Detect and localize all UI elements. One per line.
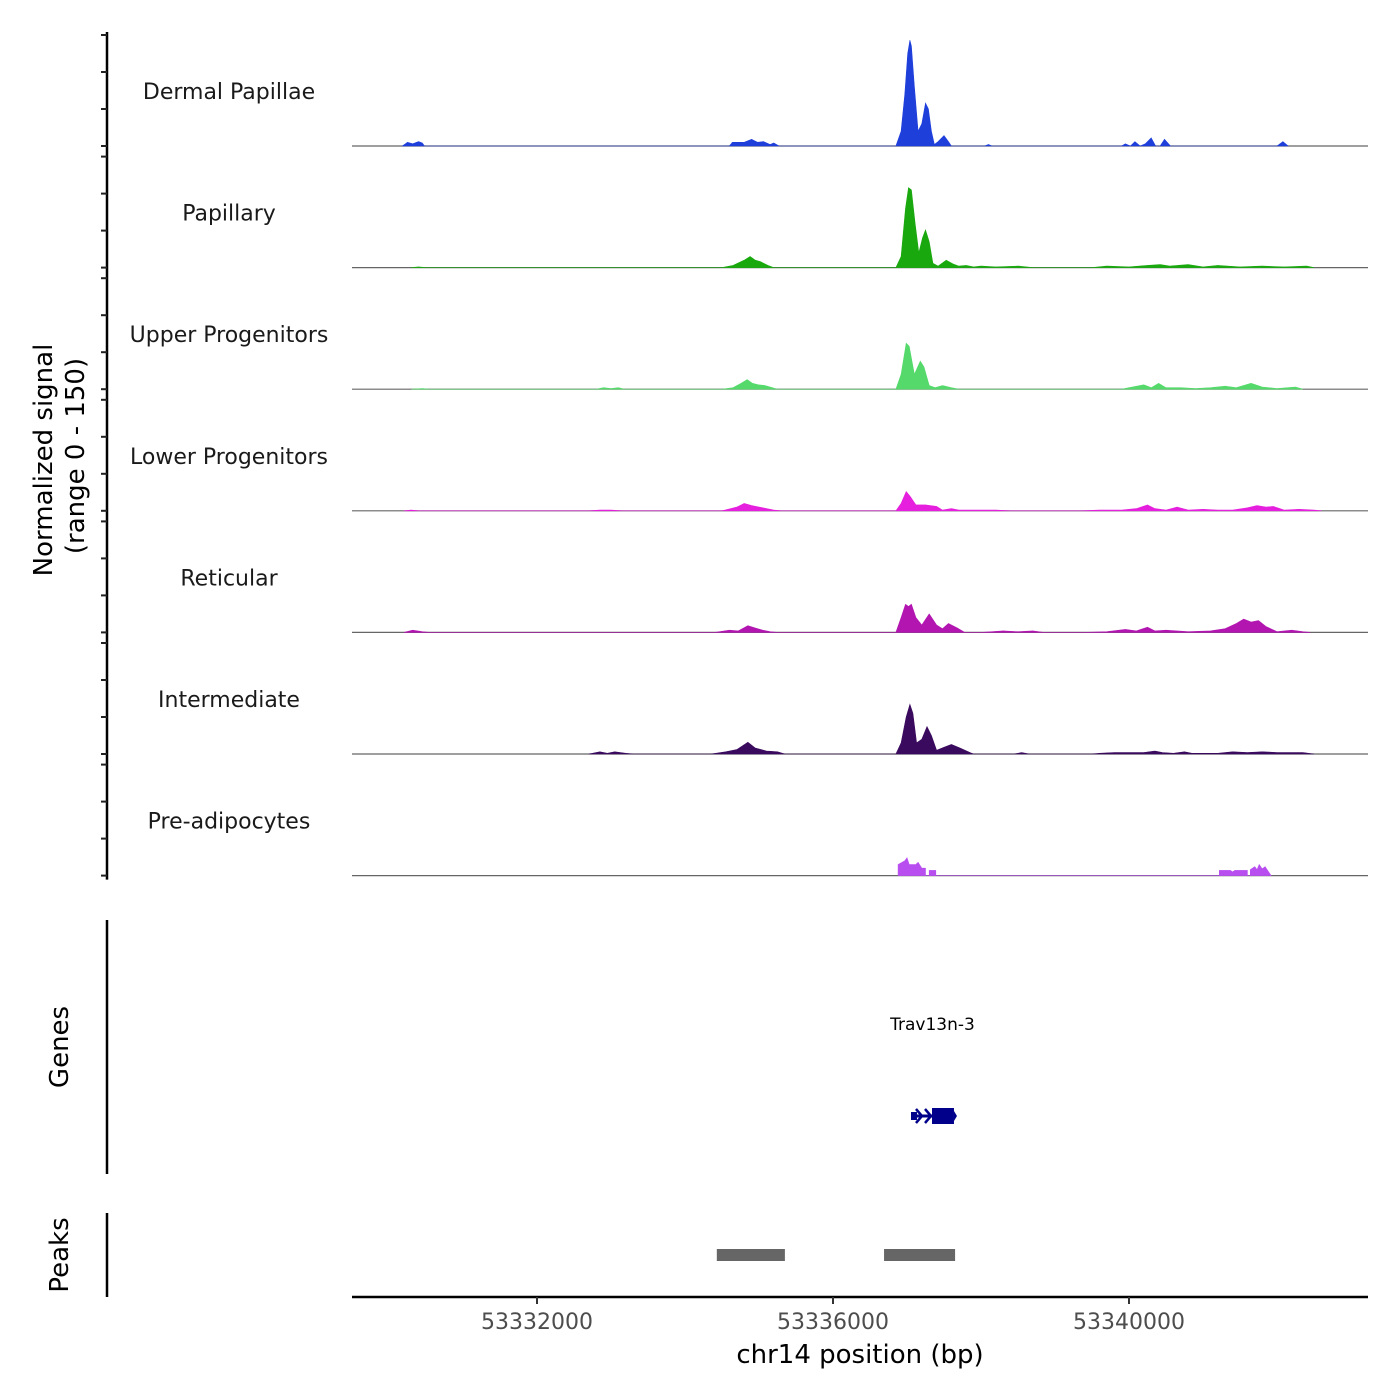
signal-area (403, 491, 1322, 512)
x-tick-label: 53336000 (777, 1310, 889, 1335)
track-label: Dermal Papillae (143, 80, 315, 105)
genes-track: Trav13n-3 (889, 1015, 975, 1124)
track-lower-progenitors: Lower Progenitors (130, 445, 1368, 512)
track-reticular: Reticular (180, 566, 1368, 634)
x-axis-ticks: 53332000 53336000 53340000 (481, 1297, 1185, 1335)
track-intermediate: Intermediate (158, 688, 1368, 755)
gene-label: Trav13n-3 (889, 1015, 975, 1035)
gene-exon (910, 1112, 917, 1120)
track-label: Intermediate (158, 688, 300, 713)
coverage-y-axis (101, 32, 109, 880)
x-tick-label: 53332000 (481, 1310, 593, 1335)
strand-arrow-icon (924, 1108, 933, 1124)
track-dermal-papillae: Dermal Papillae (143, 40, 1368, 147)
x-axis-title: chr14 position (bp) (736, 1340, 983, 1370)
strand-arrow-icon (915, 1108, 924, 1124)
track-papillary: Papillary (182, 187, 1368, 269)
signal-area (403, 603, 1311, 633)
track-label: Upper Progenitors (130, 323, 329, 348)
peaks-track (716, 1249, 956, 1261)
x-tick-label: 53340000 (1073, 1310, 1185, 1335)
y-axis-title-line1: Normalized signal (29, 344, 59, 577)
track-pre-adipocytes: Pre-adipocytes (148, 810, 1368, 877)
signal-area (897, 857, 1272, 876)
signal-area (588, 703, 1315, 755)
signal-area (411, 187, 1315, 268)
track-label: Papillary (182, 202, 276, 227)
peak-region (716, 1249, 785, 1261)
signal-area (401, 40, 1289, 147)
track-label: Lower Progenitors (130, 445, 328, 470)
signal-area (411, 342, 1303, 390)
genes-axis-title: Genes (45, 1006, 75, 1088)
peak-region (884, 1249, 956, 1261)
coverage-tracks: Dermal Papillae Papillary Upper Progenitor… (130, 40, 1368, 877)
gene-trav13n-3: Trav13n-3 (889, 1015, 975, 1124)
strand-arrow-icon (953, 1111, 957, 1121)
gene-exon (932, 1108, 954, 1124)
track-upper-progenitors: Upper Progenitors (130, 323, 1368, 390)
y-axis-title-line2: (range 0 - 150) (61, 358, 91, 554)
peaks-axis-title: Peaks (45, 1217, 75, 1292)
track-label: Reticular (180, 566, 278, 591)
track-label: Pre-adipocytes (148, 810, 311, 835)
